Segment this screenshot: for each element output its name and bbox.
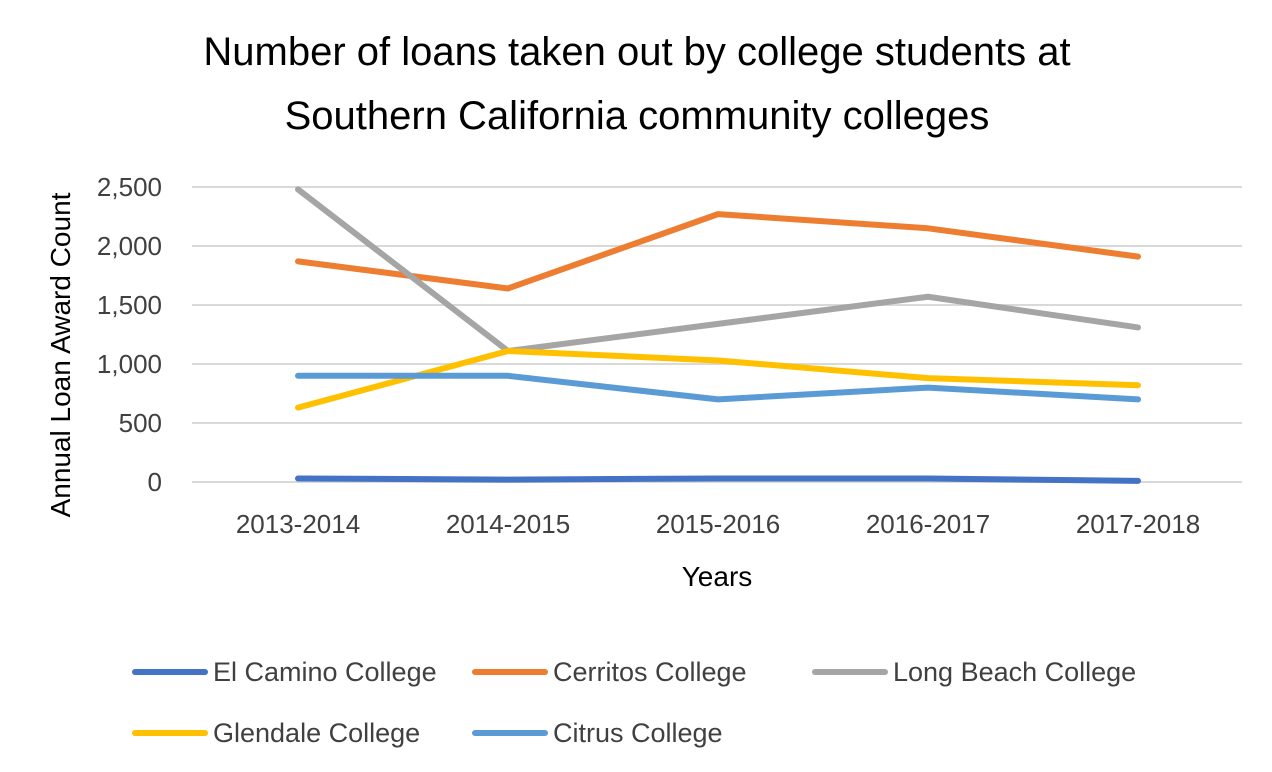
series-line-long-beach-college [295,186,1141,355]
x-tick-label: 2013-2014 [236,509,360,539]
series-line-citrus-college [295,372,1141,403]
chart-title-line-2: Southern California community colleges [285,94,990,138]
legend-item-cerritos-college: Cerritos College [472,657,747,687]
legend-label: Glendale College [213,718,420,748]
legend-label: Citrus College [553,718,723,748]
legend-item-el-camino-college: El Camino College [132,657,437,687]
series-line-glendale-college [295,348,1141,411]
legend-label: El Camino College [213,657,437,687]
y-axis-ticks: 0 500 1,000 1,500 2,000 2,500 [97,172,162,497]
y-tick-label: 1,000 [97,349,162,379]
y-tick-label: 1,500 [97,290,162,320]
legend-label: Cerritos College [553,657,747,687]
legend-item-glendale-college: Glendale College [132,718,420,748]
x-tick-label: 2016-2017 [866,509,990,539]
x-tick-label: 2017-2018 [1076,509,1200,539]
y-tick-label: 2,000 [97,231,162,261]
y-tick-label: 500 [119,408,162,438]
x-axis-title: Years [682,561,753,592]
legend-label: Long Beach College [893,657,1136,687]
series-lines [295,186,1141,484]
legend-item-citrus-college: Citrus College [472,718,723,748]
series-line-el-camino-college [295,475,1141,484]
y-tick-label: 0 [148,467,162,497]
y-tick-label: 2,500 [97,172,162,202]
series-line-cerritos-college [295,211,1141,292]
legend-item-long-beach-college: Long Beach College [812,657,1136,687]
x-tick-label: 2014-2015 [446,509,570,539]
x-tick-label: 2015-2016 [656,509,780,539]
y-axis-title: Annual Loan Award Count [45,192,76,517]
chart-title-line-1: Number of loans taken out by college stu… [203,30,1070,74]
legend: El Camino College Cerritos College Long Be… [132,657,1136,748]
x-axis-ticks: 2013-2014 2014-2015 2015-2016 2016-2017 2017… [236,509,1200,539]
